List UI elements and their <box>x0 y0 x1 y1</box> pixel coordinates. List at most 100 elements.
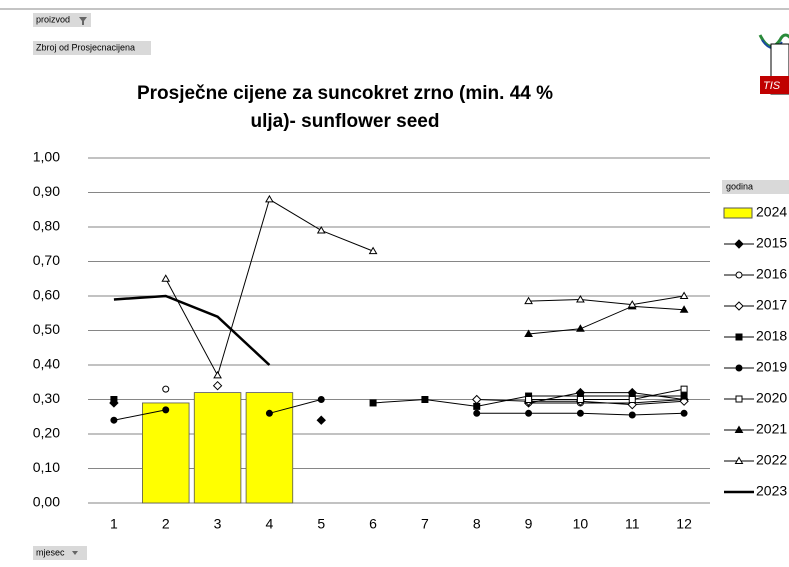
marker <box>473 402 481 410</box>
marker <box>213 370 222 379</box>
series-line <box>113 294 271 366</box>
marker <box>162 406 170 414</box>
marker <box>110 396 118 403</box>
y-tick-label: 0,30 <box>33 390 60 406</box>
y-tick-label: 0,60 <box>33 287 60 303</box>
legend-label: 2016 <box>756 266 787 282</box>
marker <box>734 425 744 433</box>
marker <box>680 409 688 417</box>
axis-field-label: mjesec <box>36 547 65 557</box>
legend-swatch <box>723 207 753 219</box>
series-line <box>165 198 374 377</box>
marker <box>472 394 482 405</box>
legend-button[interactable] <box>722 180 789 194</box>
marker <box>421 396 429 403</box>
marker <box>525 396 533 403</box>
marker <box>576 324 585 332</box>
y-tick-label: 0,20 <box>33 425 60 441</box>
legend-label: 2015 <box>756 235 787 251</box>
marker <box>265 409 273 417</box>
marker <box>368 246 378 255</box>
filter-button[interactable] <box>33 13 91 27</box>
marker <box>524 296 533 305</box>
marker <box>369 399 377 407</box>
marker <box>679 291 689 299</box>
y-tick-label: 0,40 <box>33 356 60 372</box>
axis-button[interactable] <box>33 546 87 560</box>
marker <box>735 395 743 403</box>
marker <box>680 392 688 400</box>
marker <box>628 396 636 403</box>
filter-icon <box>79 17 87 25</box>
logo: TIS <box>758 33 789 95</box>
x-tick-label: 8 <box>473 516 481 532</box>
y-tick-label: 0,90 <box>33 183 60 199</box>
marker <box>734 301 744 311</box>
y-tick-label: 0,10 <box>33 459 60 475</box>
x-tick-label: 5 <box>317 516 325 532</box>
marker <box>473 409 481 417</box>
legend-label: 2019 <box>756 359 787 375</box>
y-tick-label: 0,80 <box>33 218 60 234</box>
data-field-label: Zbroj od Prosjecnacijena <box>36 42 135 52</box>
filter-label: proizvod <box>36 14 70 24</box>
chart-title: Prosječne cijene za suncokret zrno (min.… <box>136 83 554 132</box>
marker <box>576 294 585 303</box>
marker <box>316 225 326 234</box>
marker <box>161 274 171 282</box>
data-button <box>33 41 151 55</box>
y-tick-label: 0,00 <box>33 494 60 510</box>
legend-label: 2021 <box>756 421 787 437</box>
marker <box>735 364 743 372</box>
marker <box>735 333 743 341</box>
x-tick-label: 12 <box>676 516 692 532</box>
y-tick-label: 0,70 <box>33 252 60 268</box>
series-line <box>269 399 322 414</box>
marker <box>212 380 223 391</box>
legend-label: 2017 <box>756 297 787 313</box>
marker <box>162 385 170 393</box>
x-tick-label: 2 <box>162 516 170 532</box>
marker <box>680 385 688 393</box>
marker <box>317 396 325 403</box>
marker <box>110 416 118 424</box>
marker <box>576 396 584 403</box>
x-tick-label: 10 <box>573 516 589 532</box>
marker <box>576 409 584 417</box>
series-line <box>528 305 685 335</box>
series-line <box>528 388 685 400</box>
bar <box>193 392 242 504</box>
legend-field-label: godina <box>726 181 753 191</box>
x-tick-label: 3 <box>214 516 222 532</box>
x-tick-label: 1 <box>110 516 118 532</box>
series-line <box>528 295 685 306</box>
legend-label: 2023 <box>756 483 787 499</box>
marker <box>524 329 533 337</box>
legend-label: 2018 <box>756 328 787 344</box>
x-tick-label: 9 <box>525 516 533 532</box>
marker <box>316 415 326 425</box>
marker <box>525 409 533 417</box>
marker <box>627 300 637 308</box>
marker <box>734 456 744 464</box>
y-tick-label: 1,00 <box>33 149 60 165</box>
svg-text:TIS: TIS <box>763 80 781 92</box>
dropdown-icon <box>72 551 78 555</box>
bar <box>142 402 190 504</box>
marker <box>735 271 743 279</box>
legend-label: 2022 <box>756 452 787 468</box>
series-line <box>113 409 166 421</box>
marker <box>734 239 744 249</box>
marker <box>265 194 274 203</box>
legend-label: 2020 <box>756 390 787 406</box>
y-tick-label: 0,50 <box>33 321 60 337</box>
x-tick-label: 11 <box>625 516 640 532</box>
x-tick-label: 7 <box>421 516 429 532</box>
x-tick-label: 4 <box>266 516 274 532</box>
marker <box>628 411 636 419</box>
legend-label: 2024 <box>756 204 787 220</box>
x-tick-label: 6 <box>369 516 377 532</box>
marker <box>679 305 689 313</box>
